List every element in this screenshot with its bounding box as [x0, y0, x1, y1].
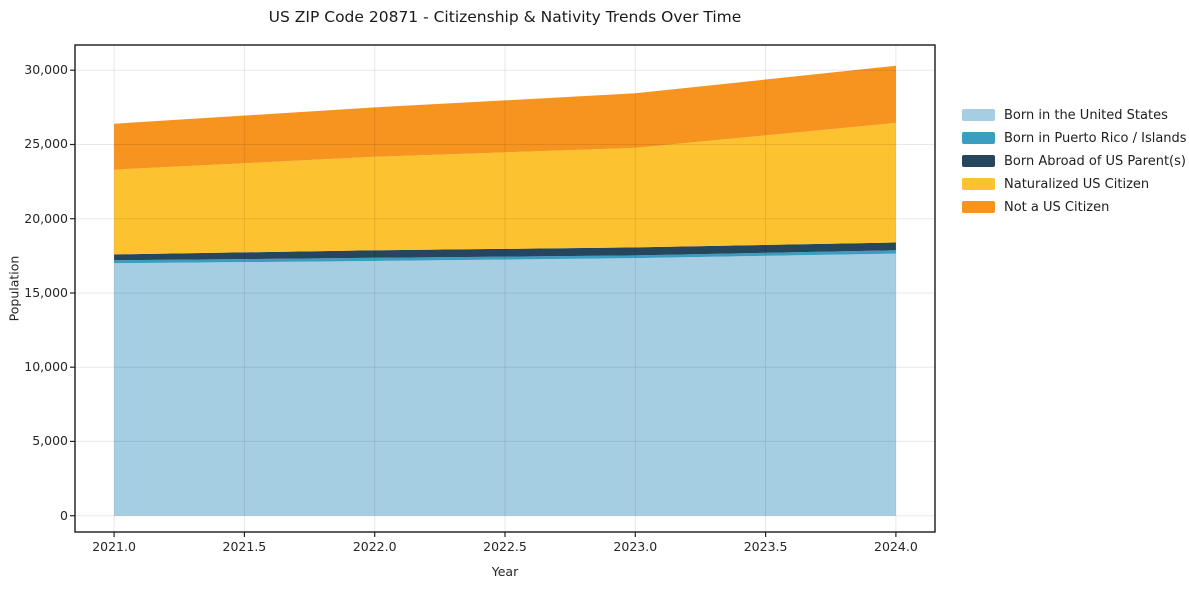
xtick-label: 2021.0: [92, 539, 136, 554]
xtick-label: 2023.0: [613, 539, 658, 554]
area-0: [114, 253, 896, 516]
chart-title: US ZIP Code 20871 - Citizenship & Nativi…: [268, 8, 742, 26]
ytick-label: 30,000: [24, 62, 68, 78]
ytick-label: 0: [60, 507, 68, 523]
legend-item-born-abroad: Born Abroad of US Parent(s): [962, 152, 1186, 170]
plot-frame: [74, 44, 936, 533]
legend-item-not-citizen: Not a US Citizen: [962, 198, 1109, 216]
area-4: [114, 65, 896, 170]
xtick-label: 2022.5: [483, 539, 527, 554]
legend-label: Born in Puerto Rico / Islands: [1004, 130, 1187, 146]
legend-label: Not a US Citizen: [1004, 199, 1110, 215]
xtick-label: 2023.5: [743, 539, 788, 554]
area-series-group: [114, 65, 896, 516]
ytick-label: 5,000: [32, 433, 68, 449]
legend-swatch-not-citizen-icon: [962, 201, 995, 213]
gridlines: [75, 45, 935, 532]
ytick-label: 25,000: [24, 136, 68, 152]
legend-item-born-us: Born in the United States: [962, 106, 1168, 124]
legend-label: Naturalized US Citizen: [1004, 176, 1150, 192]
area-2: [114, 242, 896, 261]
legend-item-naturalized: Naturalized US Citizen: [962, 175, 1149, 193]
xtick-label: 2021.5: [222, 539, 267, 554]
legend-swatch-born-abroad-icon: [962, 155, 995, 167]
legend-label: Born Abroad of US Parent(s): [1004, 153, 1186, 169]
legend-swatch-born-us-icon: [962, 109, 995, 121]
legend-item-born-pr: Born in Puerto Rico / Islands: [962, 129, 1187, 147]
tick-marks: [70, 69, 897, 537]
x-axis-title: Year: [491, 564, 519, 579]
y-axis-title: Population: [6, 255, 22, 322]
legend-swatch-naturalized-icon: [962, 178, 995, 190]
xtick-label: 2024.0: [874, 539, 918, 554]
ytick-label: 15,000: [24, 284, 68, 300]
legend-swatch-born-pr-icon: [962, 132, 995, 144]
ytick-label: 10,000: [24, 359, 68, 375]
legend-label: Born in the United States: [1004, 107, 1168, 123]
area-3: [114, 122, 896, 255]
xtick-label: 2022.0: [352, 539, 397, 554]
area-1: [114, 250, 896, 264]
ytick-label: 20,000: [24, 210, 68, 226]
